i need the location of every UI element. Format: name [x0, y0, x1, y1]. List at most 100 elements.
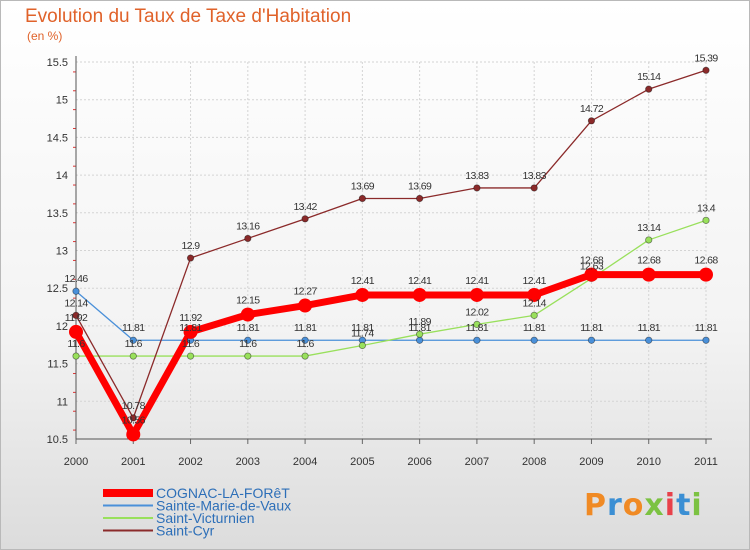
data-label: 13.83: [523, 170, 547, 182]
x-tick-label: 2010: [636, 456, 660, 468]
x-tick-label: 2005: [350, 456, 374, 468]
series-markers: [69, 66, 713, 442]
data-label: 11.92: [179, 312, 202, 324]
proxiti-logo: Proxiti: [584, 488, 703, 523]
data-point: [641, 267, 656, 282]
logo-letter: t: [676, 488, 692, 523]
data-label: 11.81: [351, 322, 374, 334]
y-tick-label: 15.5: [47, 57, 68, 69]
data-point: [69, 324, 83, 339]
x-tick-label: 2008: [522, 456, 546, 468]
data-point: [298, 298, 313, 313]
data-label: 12.9: [182, 240, 201, 252]
data-label: 13.69: [351, 180, 375, 192]
data-point: [240, 307, 255, 322]
data-point: [129, 336, 137, 344]
data-point: [358, 341, 366, 350]
data-point: [587, 117, 596, 125]
data-label: 12.14: [64, 297, 88, 309]
data-label: 13.14: [637, 222, 661, 234]
y-tick-label: 12.5: [47, 283, 68, 295]
data-label: 11.81: [179, 322, 202, 334]
data-point: [530, 336, 538, 344]
x-tick-label: 2001: [121, 456, 145, 468]
logo-letter: P: [584, 488, 607, 523]
data-point: [702, 66, 710, 74]
data-point: [645, 236, 653, 244]
data-label: 11.81: [237, 322, 260, 334]
legend-label: COGNAC-LA-FORêT: [156, 485, 290, 501]
data-point: [587, 336, 596, 344]
data-point: [358, 194, 366, 203]
data-point: [72, 352, 80, 360]
data-point: [186, 254, 195, 262]
data-label: 11.74: [351, 328, 374, 340]
gridlines: [75, 61, 707, 440]
data-point: [301, 336, 309, 344]
series-lines: [72, 69, 707, 438]
data-point: [244, 352, 252, 360]
data-point: [72, 311, 80, 319]
data-labels: 11.92 10.56 11.92 12.15 12.27 12.41 12.41 12.41…: [64, 52, 719, 426]
data-point: [699, 267, 713, 282]
data-point: [473, 320, 481, 328]
data-label: 11.92: [65, 312, 88, 324]
data-label: 15.14: [637, 71, 661, 83]
data-label: 11.6: [67, 338, 85, 350]
data-label: 11.81: [695, 322, 718, 334]
logo-letter: r: [607, 488, 623, 523]
data-label: 13.4: [697, 202, 716, 214]
data-label: 11.6: [125, 338, 143, 350]
data-label: 13.42: [293, 201, 317, 213]
data-label: 11.6: [239, 338, 257, 350]
x-tick-label: 2011: [694, 456, 718, 468]
data-point: [645, 85, 653, 93]
data-point: [126, 427, 141, 442]
logo-letter: i: [691, 488, 703, 523]
data-label: 15.39: [694, 52, 718, 64]
x-tick-label: 2002: [178, 456, 202, 468]
data-point: [584, 267, 599, 282]
data-label: 12.41: [408, 275, 432, 287]
data-label: 12.14: [523, 297, 547, 309]
x-tick-label: 2009: [579, 456, 603, 468]
y-tick-label: 14.5: [47, 132, 68, 144]
legend-label: Saint-Cyr: [156, 523, 215, 539]
data-point: [301, 352, 309, 360]
data-point: [530, 184, 538, 192]
data-label: 12.68: [580, 255, 604, 267]
y-tick-label: 11: [57, 396, 68, 408]
chart-title: Evolution du Taux de Taxe d'Habitation: [25, 6, 352, 27]
data-label: 12.41: [523, 275, 547, 287]
logo-letter: i: [664, 488, 677, 523]
data-point: [469, 287, 484, 302]
y-tick-label: 13: [56, 246, 68, 258]
data-point: [129, 352, 137, 360]
data-point: [244, 336, 252, 344]
data-point: [416, 194, 424, 203]
data-label: 11.81: [122, 322, 145, 334]
series-line-0: [72, 271, 706, 438]
data-point: [527, 287, 542, 302]
data-label: 12.46: [64, 273, 88, 285]
data-point: [473, 336, 481, 344]
series-line-3: [75, 69, 707, 419]
data-point: [473, 184, 481, 192]
data-label: 11.81: [408, 322, 431, 334]
data-label: 12.02: [465, 306, 489, 318]
data-label: 11.81: [637, 322, 660, 334]
data-label: 13.83: [465, 170, 489, 182]
legend-label: Saint-Victurnien: [156, 510, 255, 526]
data-point: [355, 287, 370, 302]
data-label: 12.68: [637, 255, 661, 267]
data-point: [645, 336, 653, 344]
data-label: 12.63: [580, 260, 604, 272]
x-tick-label: 2003: [236, 456, 260, 468]
data-label: 12.27: [293, 286, 317, 298]
x-tick-label: 2006: [407, 456, 431, 468]
y-tick-label: 11.5: [47, 359, 68, 371]
data-label: 12.68: [694, 255, 718, 267]
data-label: 11.81: [523, 322, 546, 334]
data-point: [244, 234, 252, 243]
